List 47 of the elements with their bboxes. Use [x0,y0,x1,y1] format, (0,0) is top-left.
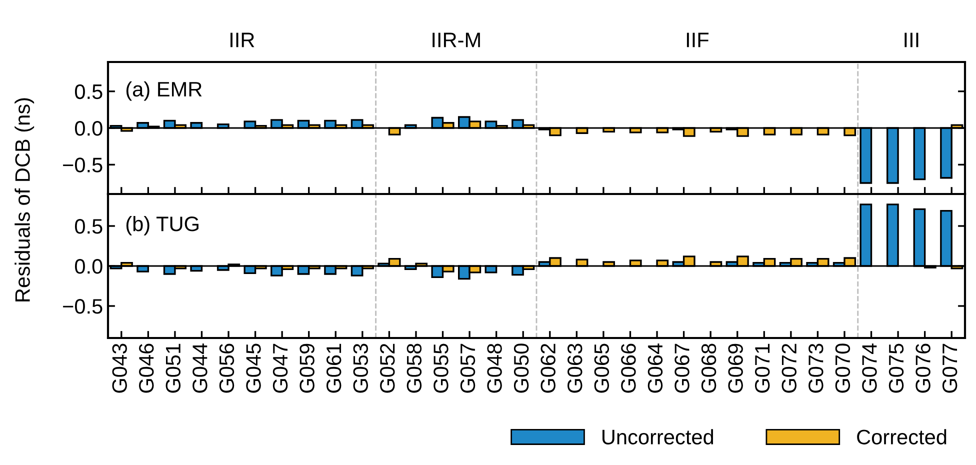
x-tick-label: G069 [728,344,743,393]
x-tick-label: G066 [621,344,636,393]
text: (a) EMR [126,81,202,101]
legend-label: Uncorrected [602,429,714,444]
y-tick-label: −0.5 [63,158,102,172]
x-tick-label: G048 [487,344,502,393]
x-tick-label: G073 [808,344,824,393]
x-tick-label: G053 [353,344,368,393]
x-tick-label: G050 [514,344,529,393]
legend-label: Corrected [857,429,946,444]
x-tick-label: G056 [219,344,234,393]
x-tick-label: G058 [406,344,422,393]
x-tick-label: G075 [888,344,904,393]
text: IIF [686,32,709,48]
x-tick-label: G071 [754,344,770,393]
text: (b) TUG [126,216,198,236]
y-tick-label: 0.0 [74,259,102,274]
x-tick-label: G076 [916,344,930,393]
x-tick-label: G057 [460,344,476,393]
y-tick-label: 0.0 [74,121,102,136]
text: IIR-M [432,32,480,48]
x-tick-label: G067 [674,344,690,393]
x-tick-label: G044 [192,343,208,393]
x-tick-label: G055 [434,344,448,393]
x-tick-label: G062 [540,344,556,393]
x-tick-label: G046 [139,344,154,393]
x-tick-label: G047 [272,344,288,393]
x-tick-label: G045 [246,344,261,393]
x-tick-label: G074 [862,343,877,393]
x-tick-label: G064 [648,343,663,393]
x-tick-label: G061 [326,344,342,393]
y-tick-label: 0.5 [74,84,102,100]
text: IIR [230,32,254,48]
text: III [904,32,918,48]
x-tick-label: G072 [782,344,797,393]
x-tick-label: G063 [568,344,582,393]
x-tick-label: G068 [701,344,716,393]
x-tick-label: G065 [594,344,610,393]
y-tick-label: 0.5 [74,219,102,234]
x-tick-label: G077 [942,344,958,393]
x-tick-label: G052 [380,344,395,393]
y-tick-label: −0.5 [63,299,102,314]
y-axis-title: Residuals of DCB (ns) [14,98,34,302]
x-tick-label: G043 [112,344,127,393]
x-tick-label: G051 [166,344,181,393]
x-tick-label: G059 [300,344,314,393]
x-tick-label: G070 [835,344,850,393]
